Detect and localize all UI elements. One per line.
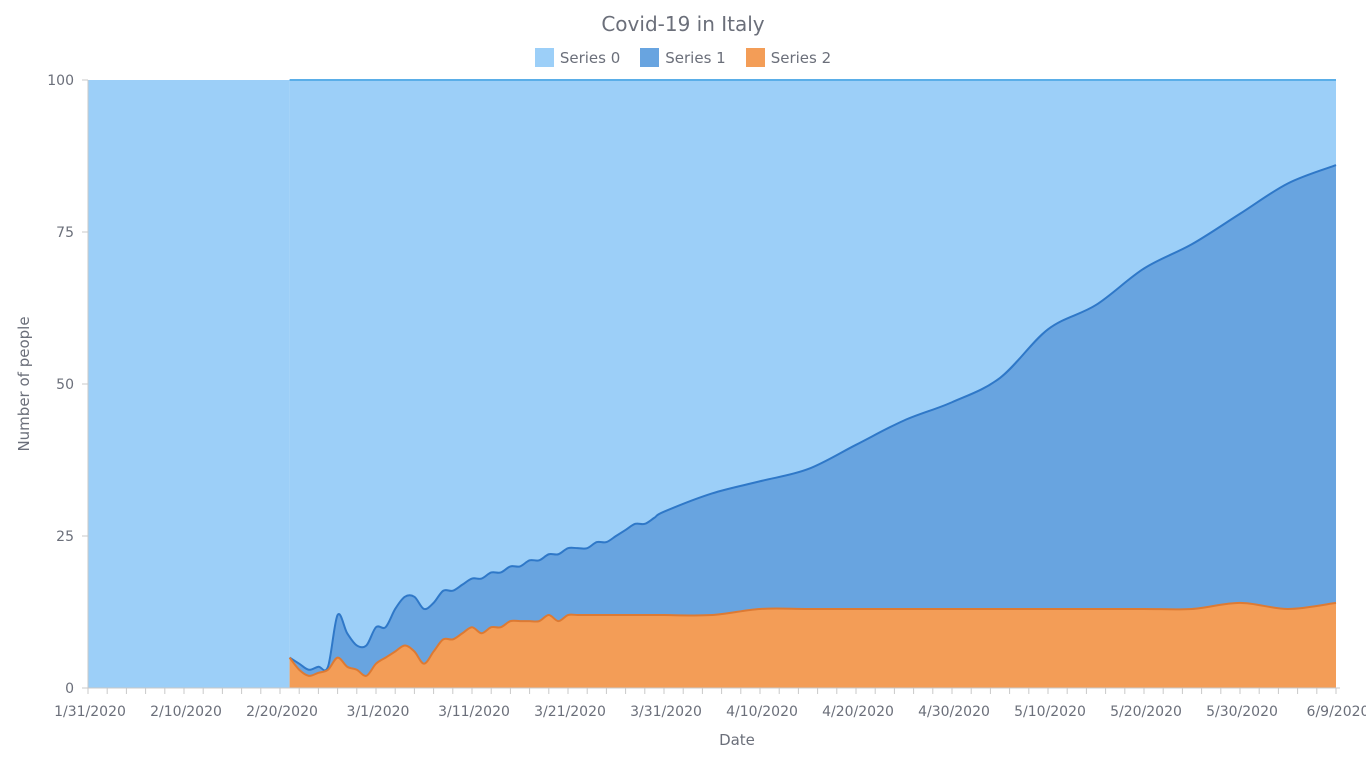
- y-tick-label: 0: [65, 681, 74, 697]
- x-tick-label: 3/1/2020: [347, 704, 410, 720]
- legend: Series 0 Series 1 Series 2: [0, 48, 1366, 67]
- x-tick-label: 3/31/2020: [630, 704, 702, 720]
- y-tick-label: 75: [56, 225, 74, 241]
- chart-title: Covid-19 in Italy: [601, 12, 765, 36]
- x-tick-label: 2/10/2020: [150, 704, 222, 720]
- x-tick-label: 4/10/2020: [726, 704, 798, 720]
- legend-label: Series 2: [770, 48, 832, 67]
- line-series-2: [288, 601, 1337, 677]
- area-series-1: [289, 165, 1337, 676]
- y-axis-title: Number of people: [15, 316, 33, 451]
- line-series-1: [289, 164, 1337, 672]
- x-tick-label: 4/30/2020: [918, 704, 990, 720]
- x-tick-label: 5/30/2020: [1206, 704, 1278, 720]
- x-tick-label: 2/20/2020: [246, 704, 318, 720]
- legend-label: Series 0: [559, 48, 621, 67]
- legend-item-series-0[interactable]: Series 0: [534, 48, 621, 67]
- x-tick-label: 3/11/2020: [438, 704, 510, 720]
- x-tick-label: 5/10/2020: [1014, 704, 1086, 720]
- area-series-2: [289, 602, 1337, 688]
- y-tick-label: 25: [56, 529, 74, 545]
- legend-label: Series 1: [665, 48, 726, 67]
- legend-swatch: [534, 48, 554, 67]
- legend-swatch: [745, 48, 765, 67]
- area-series-0-lead: [88, 80, 290, 688]
- x-axis-title: Date: [719, 731, 755, 749]
- x-tick-label: 1/31/2020: [54, 704, 126, 720]
- x-tick-label: 6/9/2020: [1307, 704, 1366, 720]
- legend-swatch: [640, 48, 660, 67]
- legend-item-series-2[interactable]: Series 2: [745, 48, 832, 67]
- x-tick-label: 4/20/2020: [822, 704, 894, 720]
- y-tick-label: 50: [56, 377, 74, 393]
- y-tick-label: 100: [47, 73, 74, 89]
- x-tick-label: 5/20/2020: [1110, 704, 1182, 720]
- legend-item-series-1[interactable]: Series 1: [640, 48, 726, 67]
- x-tick-label: 3/21/2020: [534, 704, 606, 720]
- area-series-0: [289, 80, 1337, 671]
